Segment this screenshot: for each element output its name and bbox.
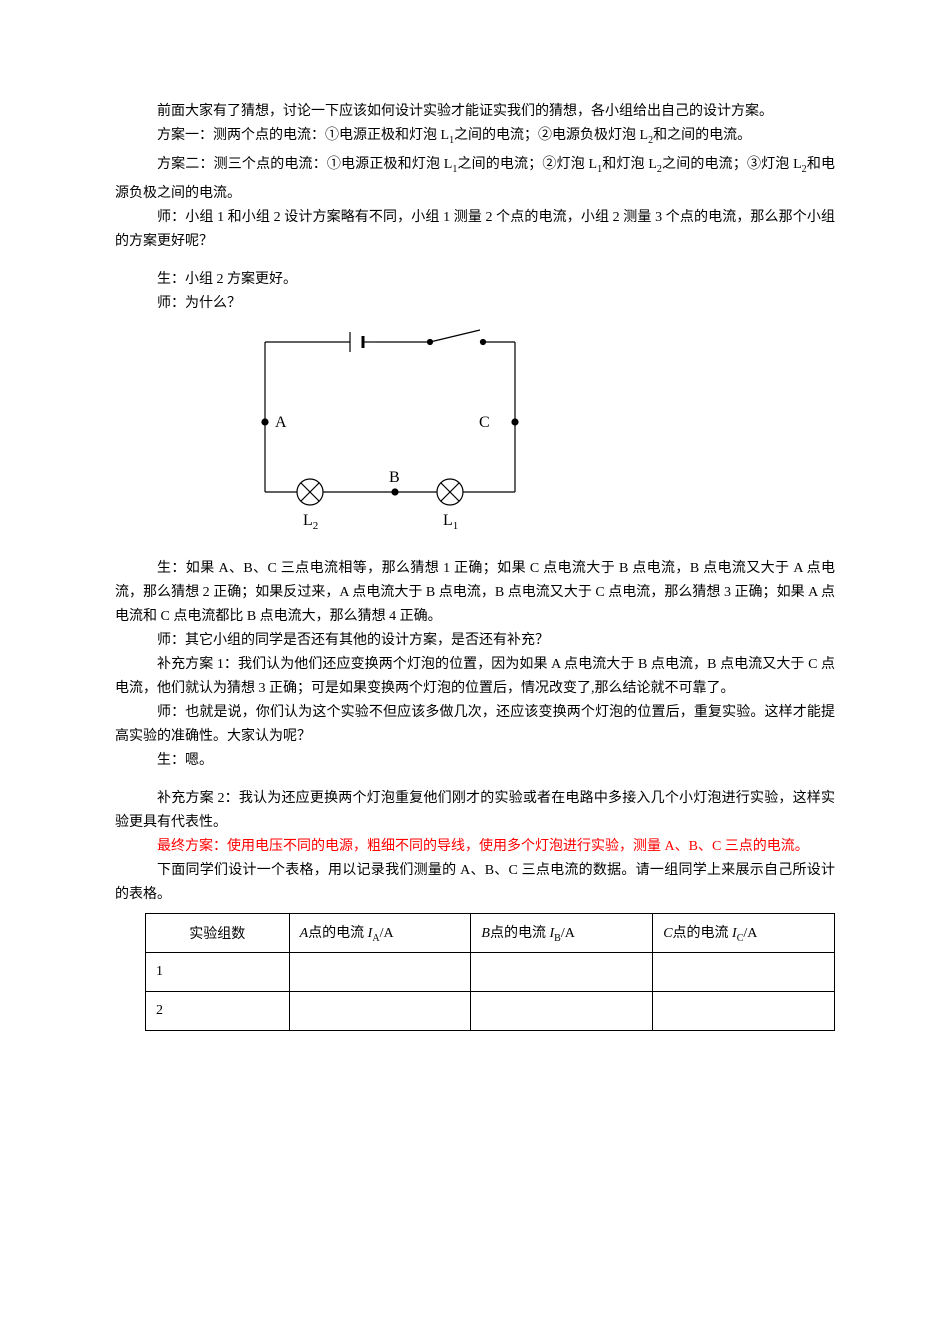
- paragraph: 补充方案 1：我们认为他们还应变换两个灯泡的位置，因为如果 A 点电流大于 B …: [115, 653, 835, 701]
- text: 点的电流: [490, 926, 550, 941]
- text: /A: [743, 926, 757, 941]
- paragraph: 方案一：测两个点的电流：①电源正极和灯泡 L1之间的电流；②电源负极灯泡 L2和…: [115, 124, 835, 153]
- paragraph: 师：其它小组的同学是否还有其他的设计方案，是否还有补充？: [115, 629, 835, 653]
- paragraph: 师：也就是说，你们认为这个实验不但应该多做几次，还应该变换两个灯泡的位置后，重复…: [115, 701, 835, 749]
- text: 之间的电流；②灯泡 L: [457, 157, 597, 172]
- paragraph: 前面大家有了猜想，讨论一下应该如何设计实验才能证实我们的猜想，各小组给出自己的设…: [115, 100, 835, 124]
- table-header-cell: A点的电流 IA/A: [289, 913, 471, 952]
- text: C: [663, 926, 672, 941]
- table-cell: [471, 952, 653, 991]
- document-page: 前面大家有了猜想，讨论一下应该如何设计实验才能证实我们的猜想，各小组给出自己的设…: [0, 0, 950, 1091]
- text: 方案二：测三个点的电流：①电源正极和灯泡 L: [157, 157, 452, 172]
- paragraph: 师：小组 1 和小组 2 设计方案略有不同，小组 1 测量 2 个点的电流，小组…: [115, 206, 835, 254]
- subscript: B: [554, 932, 561, 943]
- paragraph: 生：如果 A、B、C 三点电流相等，那么猜想 1 正确；如果 C 点电流大于 B…: [115, 557, 835, 629]
- circuit-label-l2: L2: [303, 512, 318, 532]
- text: 之间的电流；②电源负极灯泡 L: [454, 128, 648, 143]
- text: 点的电流: [673, 926, 733, 941]
- subscript: A: [372, 932, 379, 943]
- paragraph: 下面同学们设计一个表格，用以记录我们测量的 A、B、C 三点电流的数据。请一组同…: [115, 859, 835, 907]
- text: 方案一：测两个点的电流：①电源正极和灯泡 L: [157, 128, 449, 143]
- table-cell: [653, 991, 835, 1030]
- text: /A: [380, 926, 394, 941]
- text: 和灯泡 L: [602, 157, 657, 172]
- table-cell: 1: [146, 952, 290, 991]
- circuit-diagram: A C B L2 L1: [245, 322, 835, 547]
- table-row: 1: [146, 952, 835, 991]
- table-header-cell: C点的电流 IC/A: [653, 913, 835, 952]
- spacer: [115, 773, 835, 787]
- text: 和之间的电流。: [653, 128, 751, 143]
- table-row: 2: [146, 991, 835, 1030]
- circuit-label-a: A: [275, 414, 287, 431]
- paragraph-highlight: 最终方案：使用电压不同的电源，粗细不同的导线，使用多个灯泡进行实验，测量 A、B…: [115, 835, 835, 859]
- circuit-label-c: C: [479, 414, 490, 431]
- data-table: 实验组数 A点的电流 IA/A B点的电流 IB/A C点的电流 IC/A 1 …: [145, 913, 835, 1031]
- table-cell: [471, 991, 653, 1030]
- circuit-label-l1: L1: [443, 512, 458, 532]
- spacer: [115, 254, 835, 268]
- paragraph: 生：嗯。: [115, 749, 835, 773]
- text: 之间的电流；③灯泡 L: [662, 157, 802, 172]
- table-cell: [653, 952, 835, 991]
- paragraph: 方案二：测三个点的电流：①电源正极和灯泡 L1之间的电流；②灯泡 L1和灯泡 L…: [115, 153, 835, 206]
- table-header-cell: 实验组数: [146, 913, 290, 952]
- circuit-label-b: B: [389, 469, 400, 486]
- table-cell: 2: [146, 991, 290, 1030]
- table-header-cell: B点的电流 IB/A: [471, 913, 653, 952]
- text: A: [300, 926, 309, 941]
- table-header-row: 实验组数 A点的电流 IA/A B点的电流 IB/A C点的电流 IC/A: [146, 913, 835, 952]
- table-cell: [289, 991, 471, 1030]
- text: /A: [561, 926, 575, 941]
- text: B: [481, 926, 490, 941]
- paragraph: 生：小组 2 方案更好。: [115, 268, 835, 292]
- paragraph: 师：为什么？: [115, 292, 835, 316]
- table-cell: [289, 952, 471, 991]
- text: 点的电流: [308, 926, 368, 941]
- paragraph: 补充方案 2：我认为还应更换两个灯泡重复他们刚才的实验或者在电路中多接入几个小灯…: [115, 787, 835, 835]
